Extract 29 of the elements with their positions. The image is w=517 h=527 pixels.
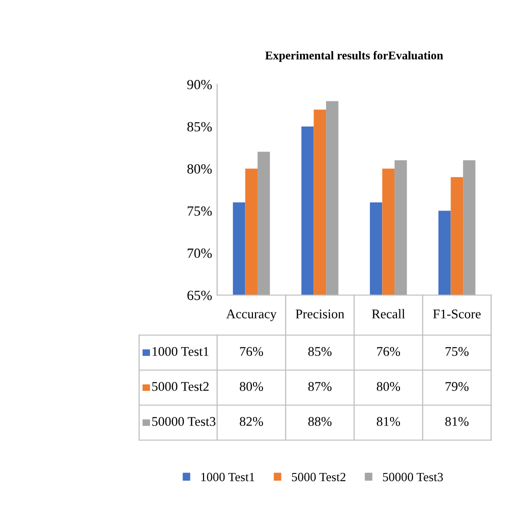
data-label: 81% <box>376 417 400 426</box>
y-tick-label: 80% <box>187 164 212 174</box>
data-label: 80% <box>240 382 264 391</box>
data-label: 75% <box>446 347 469 356</box>
text: 5000 Test2 <box>292 472 346 482</box>
data-label: 81% <box>445 417 469 426</box>
data-label: 85% <box>308 347 332 356</box>
x-tick-label: F1-Score <box>433 310 481 318</box>
y-tick-label: 70% <box>188 248 212 258</box>
y-tick-label: 65% <box>187 290 212 300</box>
x-tick-label: Recall <box>372 309 405 318</box>
legend-label: 5000 Test2 <box>152 382 209 391</box>
text: 1000 Test1 <box>201 472 254 482</box>
x-tick-label: Accuracy <box>226 310 277 322</box>
y-tick-label: 90% <box>187 80 212 90</box>
legend-label: 1000 Test1 <box>152 347 209 356</box>
y-tick-label: 75% <box>188 206 212 216</box>
data-label: 76% <box>240 347 264 356</box>
data-label: 88% <box>308 417 332 426</box>
data-label: 76% <box>377 347 400 356</box>
data-label: 80% <box>376 382 400 391</box>
chart-title: Experimental results forEvaluation <box>265 51 444 62</box>
data-label: 87% <box>308 382 332 391</box>
text: 50000 Test3 <box>383 472 443 482</box>
data-label: 82% <box>240 417 264 426</box>
x-tick-label: Precision <box>296 310 344 318</box>
legend-label: 50000 Test3 <box>152 417 216 426</box>
y-tick-label: 85% <box>187 122 212 132</box>
data-label: 79% <box>446 382 469 391</box>
